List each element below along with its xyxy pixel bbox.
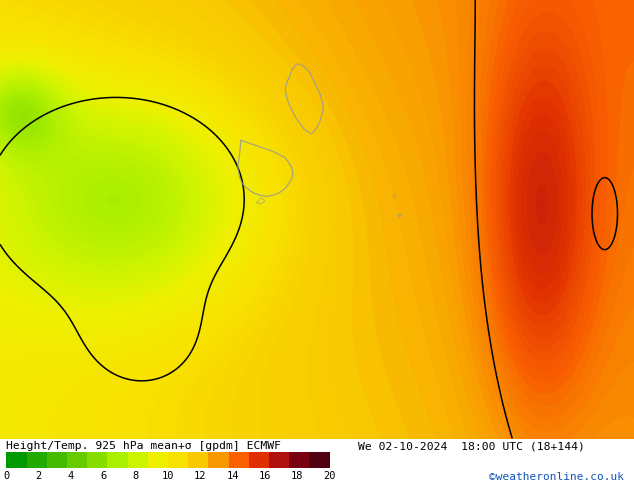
Text: We 02-10-2024  18:00 UTC (18+144): We 02-10-2024 18:00 UTC (18+144) [358,441,585,451]
Bar [47,452,67,468]
Bar [188,452,209,468]
Bar [249,452,269,468]
Text: 10: 10 [162,471,174,481]
Text: ©weatheronline.co.uk: ©weatheronline.co.uk [489,472,624,482]
Text: 2: 2 [36,471,42,481]
Text: 20: 20 [323,471,336,481]
Bar [229,452,249,468]
Bar [209,452,229,468]
Bar [107,452,127,468]
Bar [148,452,168,468]
Bar [309,452,330,468]
Bar [127,452,148,468]
Text: 18: 18 [291,471,304,481]
Text: 12: 12 [194,471,207,481]
Text: 4: 4 [68,471,74,481]
Bar [6,452,27,468]
Text: 0: 0 [3,471,10,481]
Text: 8: 8 [133,471,139,481]
Text: 14: 14 [226,471,239,481]
Text: Height/Temp. 925 hPa mean+σ [gpdm] ECMWF: Height/Temp. 925 hPa mean+σ [gpdm] ECMWF [6,441,281,451]
Bar [289,452,309,468]
Text: 16: 16 [259,471,271,481]
Bar [67,452,87,468]
Bar [269,452,289,468]
Bar [168,452,188,468]
Bar [27,452,47,468]
Text: 6: 6 [100,471,107,481]
Bar [87,452,107,468]
